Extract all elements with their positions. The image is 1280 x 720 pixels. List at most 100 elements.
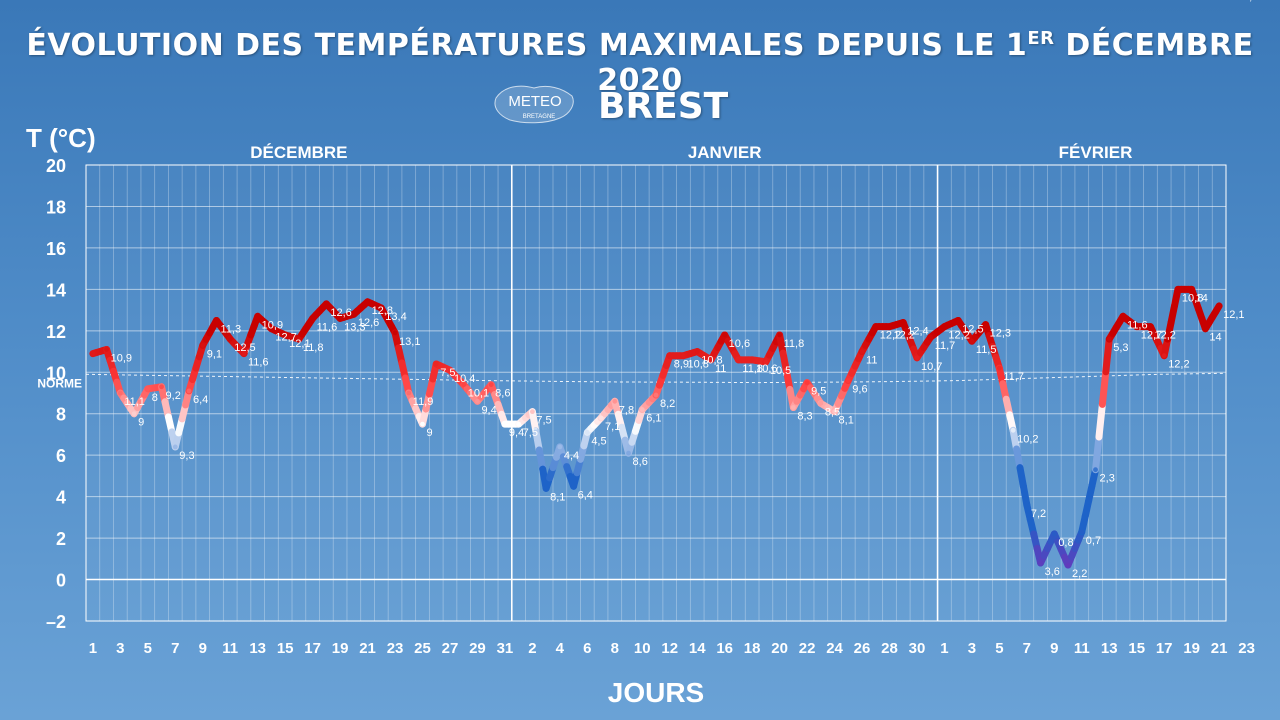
x-tick-label: 22 — [799, 640, 816, 657]
data-label: 7,2 — [1031, 508, 1046, 520]
data-label: 3,6 — [1045, 566, 1060, 578]
data-label: 12,7 — [1141, 330, 1162, 342]
temperature-point — [269, 326, 274, 332]
temperature-point — [255, 313, 261, 319]
temperature-point — [557, 444, 563, 450]
data-label: 11 — [715, 363, 726, 375]
temperature-point — [159, 384, 164, 390]
data-label: 6,4 — [193, 394, 208, 406]
temperature-point — [200, 342, 206, 348]
data-label: 13,3 — [344, 321, 365, 333]
x-tick-label: 16 — [716, 640, 733, 657]
temperature-point — [887, 324, 892, 330]
logo-text-sub: BRETAGNE — [523, 114, 556, 120]
chart-title: ÉVOLUTION DES TEMPÉRATURES MAXIMALES DEP… — [0, 28, 1280, 98]
temperature-point — [749, 357, 755, 363]
x-tick-label: 14 — [689, 640, 706, 657]
temperature-point — [433, 361, 439, 367]
month-label: JANVIER — [688, 143, 762, 162]
data-label: 8,6 — [495, 388, 510, 400]
data-label: 8 — [152, 392, 158, 404]
data-label: 8,2 — [660, 398, 675, 410]
temperature-point — [818, 400, 824, 406]
data-label: 13,4 — [385, 311, 406, 323]
temperature-point — [420, 421, 425, 427]
data-label: 12,2 — [880, 330, 901, 342]
data-label: 7,5 — [523, 427, 538, 439]
data-label: 12,3 — [990, 328, 1011, 340]
temperature-point — [722, 332, 728, 338]
temperature-point — [378, 305, 384, 311]
data-label: 11,1 — [124, 396, 145, 408]
x-tick-label: 7 — [171, 640, 179, 657]
data-label: 7,1 — [605, 421, 620, 433]
data-label: 9 — [138, 417, 144, 429]
data-label: 8,1 — [839, 415, 854, 427]
x-tick-label: 12 — [661, 640, 678, 657]
temperature-point — [584, 429, 590, 435]
data-label: 7,5 — [440, 367, 455, 379]
temperature-point — [900, 320, 906, 325]
temperature-point — [681, 353, 686, 359]
temperature-point — [873, 324, 879, 330]
data-label: 10,9 — [111, 352, 132, 364]
data-label: 9,4 — [481, 404, 496, 416]
temperature-point — [1148, 324, 1153, 330]
x-tick-label: 15 — [277, 640, 294, 657]
data-label: 11,6 — [317, 321, 338, 333]
x-tick-label: 29 — [469, 640, 486, 657]
x-tick-label: 2 — [528, 640, 536, 657]
data-label: 14 — [1196, 292, 1208, 304]
data-label: 11,6 — [1127, 319, 1148, 331]
temperature-point — [1051, 531, 1057, 537]
data-label: 8,1 — [550, 491, 565, 503]
data-label: 0,7 — [1086, 535, 1101, 547]
temperature-point — [502, 421, 508, 427]
data-label: 0,8 — [1058, 537, 1073, 549]
data-label: 12,5 — [962, 323, 983, 335]
month-label: FÉVRIER — [1059, 143, 1133, 162]
month-label: DÉCEMBRE — [250, 143, 347, 162]
x-tick-label: 7 — [1023, 640, 1031, 657]
temperature-point — [117, 390, 123, 396]
temperature-point — [310, 315, 316, 321]
data-label: 13,1 — [399, 336, 420, 348]
x-tick-label: 20 — [771, 640, 788, 657]
data-label: 4,4 — [564, 450, 579, 462]
data-label: 2,3 — [1100, 473, 1115, 485]
temperature-point — [708, 357, 714, 363]
temperature-point — [804, 380, 810, 386]
temperature-point — [1093, 467, 1098, 473]
temperature-point — [1189, 286, 1195, 292]
temperature-point — [736, 357, 741, 363]
temperature-point — [1202, 326, 1208, 332]
temperature-point — [955, 318, 961, 323]
temperature-point — [131, 411, 137, 417]
temperature-point — [447, 367, 453, 373]
data-label: 12,6 — [358, 317, 379, 329]
temperature-point — [653, 392, 659, 398]
y-tick-label: 2 — [56, 529, 66, 549]
data-label: 2,2 — [1072, 568, 1087, 580]
norme-label: NORME — [37, 376, 82, 390]
temperature-point — [1024, 502, 1030, 508]
x-tick-label: 26 — [854, 640, 871, 657]
data-label: 12,2 — [893, 330, 914, 342]
data-label: 11,8 — [303, 342, 324, 354]
temperature-point — [969, 338, 975, 344]
x-tick-label: 8 — [611, 640, 619, 657]
data-label: 10,4 — [454, 373, 475, 385]
data-label: 11,7 — [935, 340, 956, 352]
data-label: 10,5 — [770, 365, 791, 377]
temperature-point — [1134, 324, 1140, 330]
x-tick-label: 9 — [1050, 640, 1058, 657]
data-label: 9 — [427, 427, 433, 439]
data-label: 9,3 — [179, 450, 194, 462]
x-tick-label: 3 — [116, 640, 124, 657]
y-axis-title: T (°C) — [26, 123, 96, 153]
data-label: 12,8 — [372, 305, 393, 317]
temperature-point — [543, 485, 549, 491]
data-label: 12,1 — [1223, 309, 1244, 321]
x-tick-label: 15 — [1128, 640, 1145, 657]
data-label: 11,6 — [248, 357, 269, 369]
